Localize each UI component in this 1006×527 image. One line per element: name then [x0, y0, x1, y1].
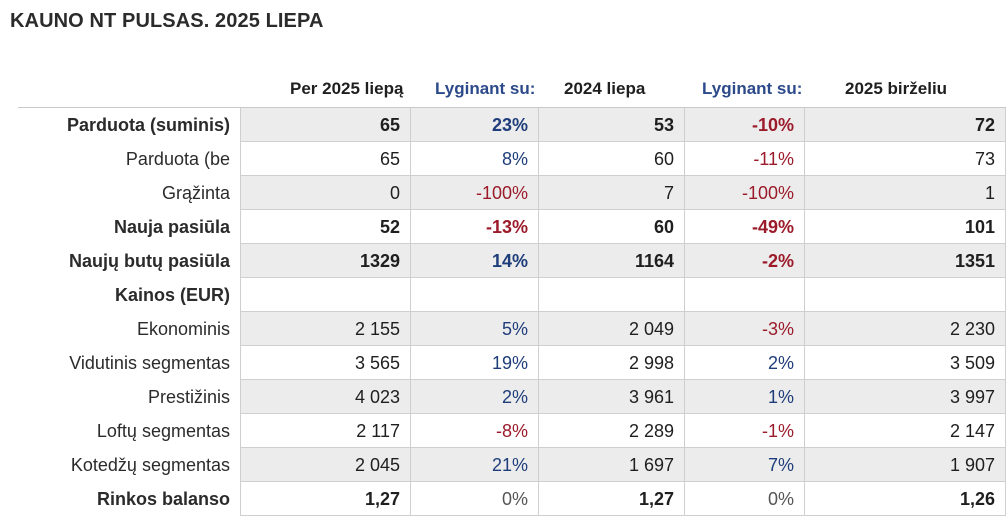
table-row-section: Kainos (EUR)	[0, 278, 1006, 312]
row-label: Vidutinis segmentas	[69, 353, 230, 373]
page-title: KAUNO NT PULSAS. 2025 LIEPA	[10, 10, 324, 32]
row-label: Ekonominis	[136, 319, 230, 339]
row-label: Rinkos balanso	[96, 489, 230, 509]
table-row: Nauja pasiūla 52 -13% 60 -49% 101	[0, 210, 1006, 244]
value-cell: 1351	[804, 244, 1006, 278]
change-cell	[684, 278, 804, 312]
value-cell: 2 289	[538, 414, 684, 448]
value-cell: 1,26	[804, 482, 1006, 516]
row-label: Kotedžų segmentas	[70, 455, 230, 475]
row-label: Prestižinis	[147, 387, 230, 407]
value-cell: 2 155	[240, 312, 410, 346]
table-row: Parduota (suminis) 65 23% 53 -10% 72	[0, 108, 1006, 142]
value-cell: 65	[240, 108, 410, 142]
change-cell: 14%	[410, 244, 538, 278]
change-cell: 2%	[684, 346, 804, 380]
header-lyginant-su-1: Lyginant su:	[435, 79, 536, 98]
value-cell: 4 023	[240, 380, 410, 414]
change-cell: -100%	[684, 176, 804, 210]
header-per-2025-liepa: Per 2025 liepą	[290, 79, 404, 98]
value-cell	[240, 278, 410, 312]
header-divider	[18, 107, 1006, 108]
data-table: Parduota (suminis) 65 23% 53 -10% 72 Par…	[0, 108, 1006, 516]
table-row: Prestižinis 4 023 2% 3 961 1% 3 997	[0, 380, 1006, 414]
value-cell: 60	[538, 142, 684, 176]
change-cell: -11%	[684, 142, 804, 176]
value-cell: 73	[804, 142, 1006, 176]
value-cell: 2 049	[538, 312, 684, 346]
row-label: Naujų butų pasiūla	[68, 251, 230, 271]
table-row: Grąžinta 0 -100% 7 -100% 1	[0, 176, 1006, 210]
change-cell: 19%	[410, 346, 538, 380]
change-cell: 1%	[684, 380, 804, 414]
change-cell: -10%	[684, 108, 804, 142]
change-cell: -3%	[684, 312, 804, 346]
value-cell: 1164	[538, 244, 684, 278]
change-cell: -8%	[410, 414, 538, 448]
column-headers: Per 2025 liepą Lyginant su: 2024 liepa L…	[0, 76, 1006, 102]
header-2025-birzeliu: 2025 birželiu	[845, 79, 948, 98]
value-cell	[804, 278, 1006, 312]
value-cell: 72	[804, 108, 1006, 142]
change-cell: -49%	[684, 210, 804, 244]
change-cell: 0%	[684, 482, 804, 516]
value-cell: 53	[538, 108, 684, 142]
value-cell: 0	[240, 176, 410, 210]
table-row: Vidutinis segmentas 3 565 19% 2 998 2% 3…	[0, 346, 1006, 380]
change-cell: 5%	[410, 312, 538, 346]
value-cell: 101	[804, 210, 1006, 244]
section-label: Kainos (EUR)	[114, 285, 230, 305]
header-lyginant-su-2: Lyginant su:	[702, 79, 803, 98]
value-cell: 52	[240, 210, 410, 244]
table-row: Rinkos balanso 1,27 0% 1,27 0% 1,26	[0, 482, 1006, 516]
value-cell: 3 997	[804, 380, 1006, 414]
change-cell: 2%	[410, 380, 538, 414]
value-cell: 1 907	[804, 448, 1006, 482]
change-cell: -13%	[410, 210, 538, 244]
change-cell	[410, 278, 538, 312]
value-cell: 1329	[240, 244, 410, 278]
table-row: Kotedžų segmentas 2 045 21% 1 697 7% 1 9…	[0, 448, 1006, 482]
table-row: Parduota (be 65 8% 60 -11% 73	[0, 142, 1006, 176]
value-cell: 3 565	[240, 346, 410, 380]
value-cell: 2 147	[804, 414, 1006, 448]
table-row: Loftų segmentas 2 117 -8% 2 289 -1% 2 14…	[0, 414, 1006, 448]
change-cell: -1%	[684, 414, 804, 448]
row-label: Parduota (be	[125, 149, 230, 169]
header-2024-liepa: 2024 liepa	[564, 79, 646, 98]
value-cell: 7	[538, 176, 684, 210]
value-cell: 2 998	[538, 346, 684, 380]
change-cell: 8%	[410, 142, 538, 176]
value-cell: 1 697	[538, 448, 684, 482]
value-cell: 2 045	[240, 448, 410, 482]
table-row: Ekonominis 2 155 5% 2 049 -3% 2 230	[0, 312, 1006, 346]
table-row: Naujų butų pasiūla 1329 14% 1164 -2% 135…	[0, 244, 1006, 278]
value-cell: 3 961	[538, 380, 684, 414]
value-cell: 1,27	[538, 482, 684, 516]
value-cell: 65	[240, 142, 410, 176]
change-cell: 0%	[410, 482, 538, 516]
row-label: Parduota (suminis)	[66, 115, 230, 135]
change-cell: 23%	[410, 108, 538, 142]
row-label: Loftų segmentas	[96, 421, 230, 441]
value-cell: 1,27	[240, 482, 410, 516]
value-cell: 60	[538, 210, 684, 244]
value-cell	[538, 278, 684, 312]
change-cell: -100%	[410, 176, 538, 210]
change-cell: -2%	[684, 244, 804, 278]
value-cell: 1	[804, 176, 1006, 210]
change-cell: 7%	[684, 448, 804, 482]
row-label: Nauja pasiūla	[113, 217, 230, 237]
value-cell: 2 230	[804, 312, 1006, 346]
change-cell: 21%	[410, 448, 538, 482]
value-cell: 2 117	[240, 414, 410, 448]
value-cell: 3 509	[804, 346, 1006, 380]
row-label: Grąžinta	[161, 183, 230, 203]
